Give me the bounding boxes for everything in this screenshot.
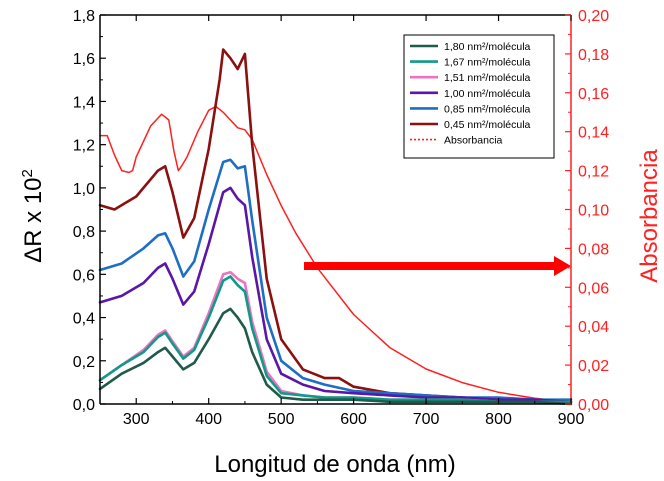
y-left-tick-label: 1,6 bbox=[73, 51, 95, 68]
y-axis-right-title: Absorbancia bbox=[636, 149, 663, 283]
y-left-tick-label: 0,2 bbox=[73, 354, 95, 371]
y-left-tick-label: 1,2 bbox=[73, 138, 95, 155]
legend-label: 1,51 nm²/molécula bbox=[444, 72, 531, 84]
y-right-tick-label: 0,04 bbox=[578, 319, 609, 336]
y-left-tick-label: 0,6 bbox=[73, 267, 95, 284]
legend-label: 0,45 nm²/molécula bbox=[444, 119, 531, 131]
y-left-tick-label: 0,0 bbox=[73, 397, 95, 414]
y-right-tick-label: 0,20 bbox=[578, 8, 609, 25]
legend-label: 1,80 nm²/molécula bbox=[444, 41, 531, 53]
y-right-tick-label: 0,00 bbox=[578, 397, 609, 414]
y-left-tick-label: 0,8 bbox=[73, 224, 95, 241]
legend-label: 1,00 nm²/molécula bbox=[444, 88, 531, 100]
axes-layer: 300 400 500 600 700 800 900 0,0 0,2 0,4 0,6 0,8 1,0 1… bbox=[73, 8, 609, 428]
x-tick-label: 800 bbox=[485, 411, 512, 428]
y-right-tick-label: 0,14 bbox=[578, 125, 609, 142]
y-left-tick-label: 0,4 bbox=[73, 311, 95, 328]
legend-label: 1,67 nm²/molécula bbox=[444, 57, 531, 69]
y-right-tick-label: 0,08 bbox=[578, 241, 609, 258]
legend-label: Absorbancia bbox=[444, 135, 503, 147]
series-line-1 bbox=[98, 307, 573, 406]
series-line-4 bbox=[98, 186, 573, 404]
y-left-tick-label: 1,4 bbox=[73, 94, 95, 111]
y-right-tick-label: 0,02 bbox=[578, 358, 609, 375]
y-left-tick-label: 1,0 bbox=[73, 181, 95, 198]
y-axis-left-title: ΔR x 102 bbox=[19, 169, 47, 263]
y-axis-left-title-main: ΔR x 10 bbox=[20, 177, 47, 262]
x-tick-label: 400 bbox=[195, 411, 222, 428]
y-right-tick-label: 0,16 bbox=[578, 86, 609, 103]
series-line-5 bbox=[98, 158, 573, 402]
y-right-tick-label: 0,18 bbox=[578, 47, 609, 64]
x-tick-label: 300 bbox=[123, 411, 150, 428]
x-axis-title: Longitud de onda (nm) bbox=[214, 451, 456, 478]
x-tick-label: 700 bbox=[413, 411, 440, 428]
annotation-arrow-head bbox=[554, 256, 571, 276]
y-axis-left-title-sup: 2 bbox=[19, 169, 36, 177]
y-left-tick-label: 1,8 bbox=[73, 8, 95, 25]
y-right-tick-label: 0,12 bbox=[578, 164, 609, 181]
x-tick-label: 500 bbox=[268, 411, 295, 428]
x-tick-label: 900 bbox=[558, 411, 585, 428]
legend-box bbox=[403, 34, 555, 159]
series-layer bbox=[98, 48, 573, 406]
legend-label: 0,85 nm²/molécula bbox=[444, 103, 531, 115]
y-right-tick-label: 0,10 bbox=[578, 203, 609, 220]
arrow-layer bbox=[304, 256, 571, 276]
legend: 1,80 nm²/molécula 1,67 nm²/molécula 1,51 n… bbox=[403, 34, 555, 159]
series-line-2 bbox=[98, 275, 573, 404]
y-right-tick-label: 0,06 bbox=[578, 280, 609, 297]
x-tick-label: 600 bbox=[340, 411, 367, 428]
